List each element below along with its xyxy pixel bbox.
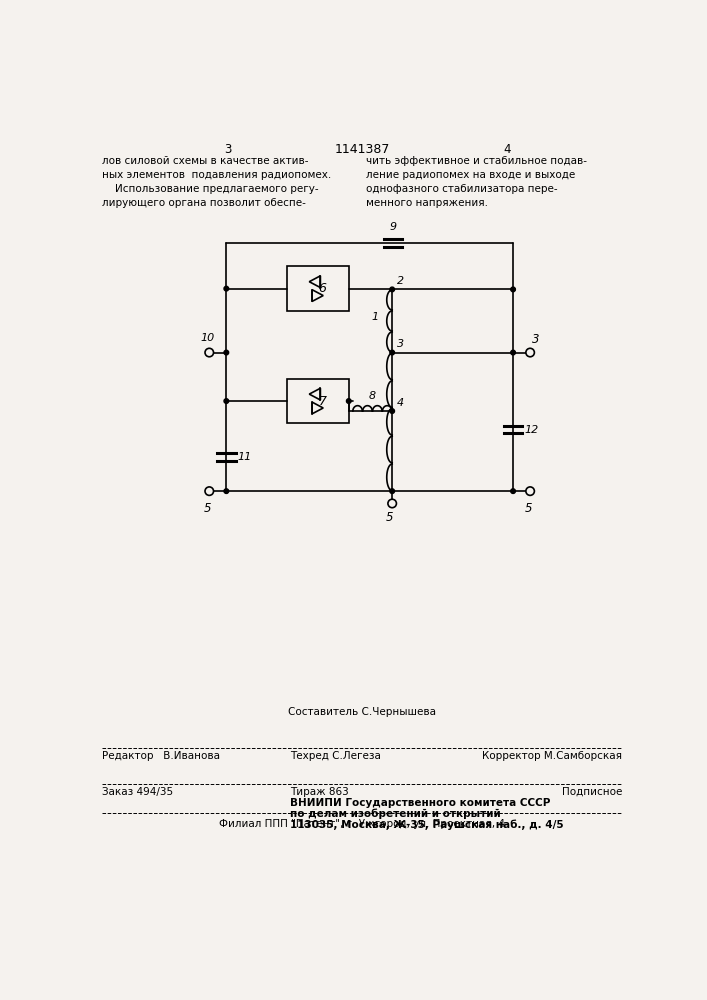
Text: 5: 5 <box>525 502 532 515</box>
Circle shape <box>390 489 395 493</box>
Text: 3: 3 <box>224 143 232 156</box>
Text: Редактор   В.Иванова: Редактор В.Иванова <box>103 751 221 761</box>
Text: 5: 5 <box>385 511 393 524</box>
Circle shape <box>224 350 228 355</box>
Text: 9: 9 <box>390 222 397 232</box>
Text: Заказ 494/35: Заказ 494/35 <box>103 787 173 797</box>
Circle shape <box>346 399 351 403</box>
Text: лов силовой схемы в качестве актив-
ных элементов  подавления радиопомех.
    Ис: лов силовой схемы в качестве актив- ных … <box>103 156 332 208</box>
Text: 113035, Москва, Ж-35, Раушская наб., д. 4/5: 113035, Москва, Ж-35, Раушская наб., д. … <box>290 819 563 830</box>
Text: 7: 7 <box>318 395 327 408</box>
Text: Корректор М.Самборская: Корректор М.Самборская <box>482 751 622 761</box>
Bar <box>287 266 349 311</box>
Text: 1: 1 <box>371 312 378 322</box>
Text: 5: 5 <box>204 502 211 515</box>
Circle shape <box>390 287 395 292</box>
Text: ВНИИПИ Государственного комитета СССР: ВНИИПИ Государственного комитета СССР <box>290 798 550 808</box>
Text: Тираж 863: Тираж 863 <box>290 787 349 797</box>
Text: Подписное: Подписное <box>562 787 622 797</box>
Circle shape <box>510 287 515 292</box>
Text: 4: 4 <box>503 143 510 156</box>
Circle shape <box>510 350 515 355</box>
Text: 8: 8 <box>369 391 376 401</box>
Bar <box>287 379 349 423</box>
Text: 6: 6 <box>318 282 327 295</box>
Text: 2: 2 <box>397 276 404 286</box>
Circle shape <box>224 286 228 291</box>
Text: 11: 11 <box>238 452 252 462</box>
Text: 10: 10 <box>201 333 215 343</box>
Text: Филиал ППП "Патент", г. Ужгород, ул. Проектная, 4: Филиал ППП "Патент", г. Ужгород, ул. Про… <box>219 819 505 829</box>
Text: чить эффективное и стабильное подав-
ление радиопомех на входе и выходе
однофазн: чить эффективное и стабильное подав- лен… <box>366 156 587 208</box>
Circle shape <box>224 489 228 493</box>
Text: 12: 12 <box>525 425 539 435</box>
Text: 3: 3 <box>532 333 539 346</box>
Text: по делам изобретений и открытий: по делам изобретений и открытий <box>290 808 501 819</box>
Circle shape <box>205 487 214 495</box>
Circle shape <box>205 348 214 357</box>
Text: 4: 4 <box>397 398 404 408</box>
Text: 3: 3 <box>397 339 404 349</box>
Circle shape <box>390 350 395 355</box>
Circle shape <box>526 348 534 357</box>
Circle shape <box>224 399 228 403</box>
Text: Составитель С.Чернышева: Составитель С.Чернышева <box>288 707 436 717</box>
Circle shape <box>510 489 515 493</box>
Circle shape <box>390 409 395 413</box>
Text: Техред С.Легеза: Техред С.Легеза <box>290 751 381 761</box>
Circle shape <box>388 499 397 508</box>
Text: 1141387: 1141387 <box>334 143 390 156</box>
Circle shape <box>526 487 534 495</box>
